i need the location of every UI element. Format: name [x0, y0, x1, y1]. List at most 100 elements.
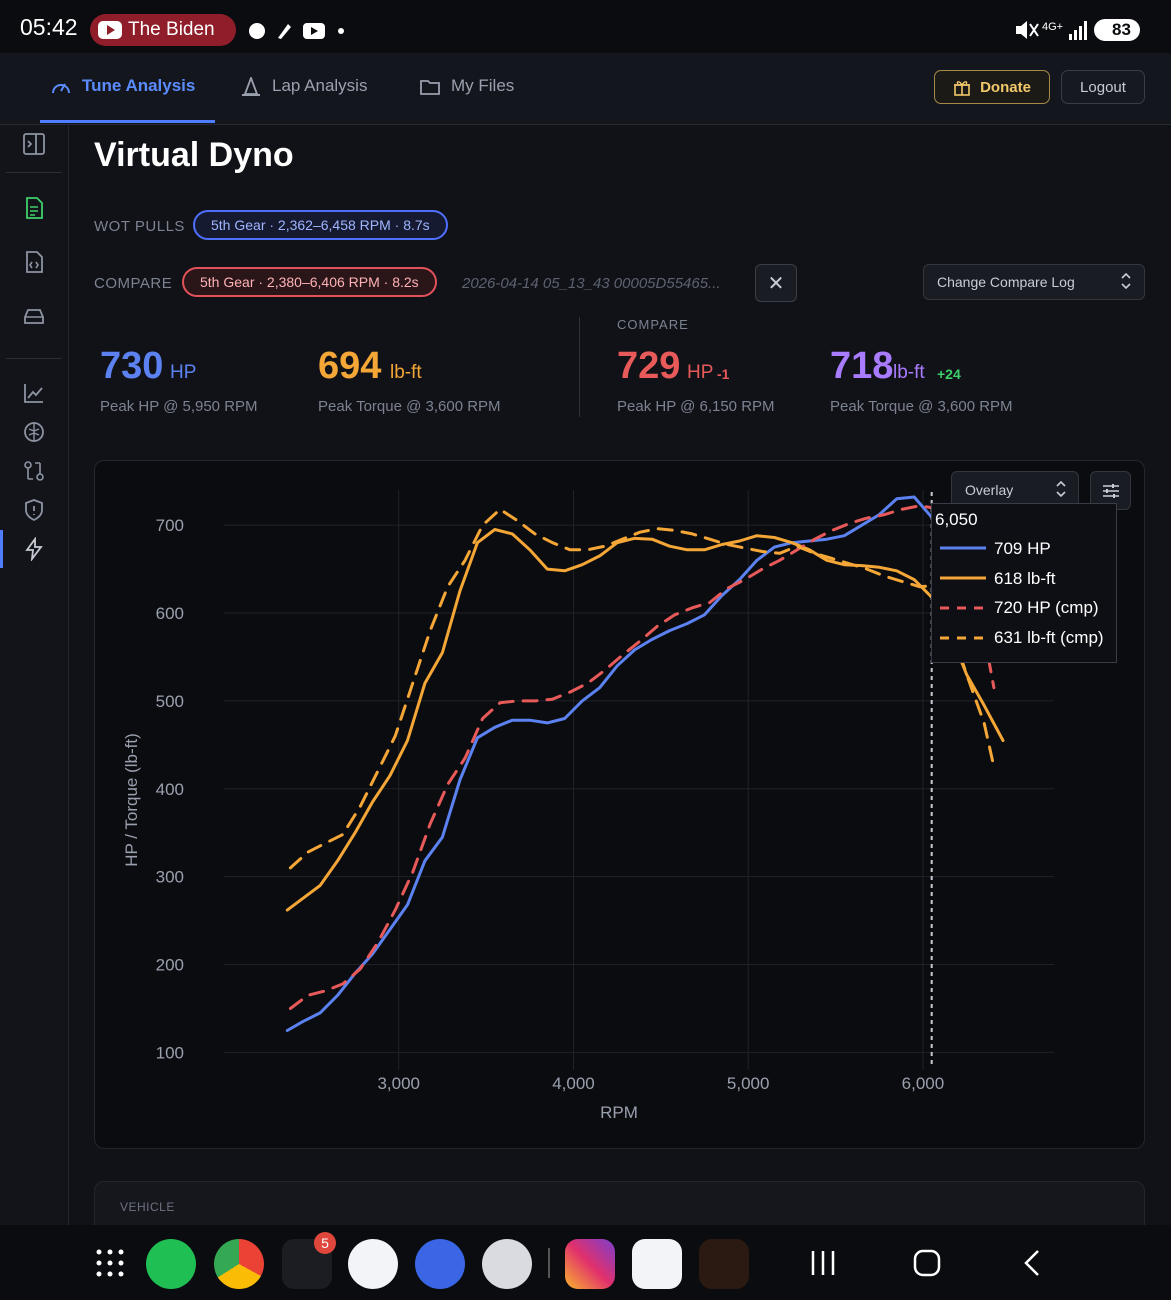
tab-tune-analysis[interactable]: Tune Analysis: [82, 76, 196, 95]
tooltip-row-hp-cmp: 720 HP (cmp): [994, 598, 1099, 617]
y-tick-label: 400: [156, 780, 184, 799]
peak-torque-unit: lb-ft: [390, 362, 422, 383]
chrome-app-icon[interactable]: [214, 1239, 264, 1289]
y-tick-label: 600: [156, 604, 184, 623]
compare-peak-torque-value: 718: [830, 345, 894, 387]
compare-hp-delta: -1: [717, 366, 730, 382]
series-line-hp: [285, 495, 1005, 1032]
compare-pull-chip[interactable]: 5th Gear · 2,380–6,406 RPM · 8.2s: [182, 267, 437, 297]
tooltip-row-torque-cmp: 631 lb-ft (cmp): [994, 628, 1104, 647]
peak-hp-caption: Peak HP @ 5,950 RPM: [100, 398, 258, 415]
svg-text:4G+: 4G+: [1042, 21, 1063, 33]
folder-open-icon: [420, 80, 440, 95]
sidebar: [0, 125, 69, 1225]
chart-mode-select[interactable]: Overlay: [951, 471, 1079, 508]
peak-torque-value: 694: [318, 345, 382, 387]
chart-tooltip: [931, 503, 1117, 663]
sidebar-divider: [6, 172, 62, 173]
compare-label: COMPARE: [94, 275, 173, 292]
status-time: 05:42: [20, 14, 78, 40]
change-compare-log-select[interactable]: Change Compare Log: [923, 264, 1145, 300]
peak-torque-caption: Peak Torque @ 3,600 RPM: [318, 398, 501, 415]
dock-divider: [548, 1248, 550, 1278]
tooltip-row-hp: 709 HP: [994, 539, 1051, 558]
lightning-icon[interactable]: [22, 537, 46, 561]
tooltip-legend-swatches: [940, 546, 986, 640]
compare-peak-hp-value: 729: [617, 345, 681, 387]
signal-icons: 4G+: [1016, 21, 1087, 40]
car-icon[interactable]: [22, 304, 46, 328]
series-line-lb-ft: [285, 528, 1005, 912]
x-tick-label: 5,000: [727, 1074, 770, 1093]
dyno-chart[interactable]: 100 200 300 400 500 600 700 3,000 4,000 5,000 6,00…: [94, 460, 1145, 1149]
donate-label: Donate: [980, 78, 1031, 96]
battery-level: 83: [1112, 20, 1131, 39]
series-line-hp-cmp-: [288, 504, 996, 1010]
x-tick-label: 6,000: [902, 1074, 945, 1093]
sidebar-active-indicator: [0, 530, 3, 568]
tooltip-row-torque: 618 lb-ft: [994, 569, 1056, 588]
notification-text: The Biden: [128, 19, 215, 40]
active-tab-indicator: [40, 120, 215, 123]
wot-pull-chip[interactable]: 5th Gear · 2,362–6,458 RPM · 8.7s: [193, 210, 448, 240]
document-icon[interactable]: [22, 196, 46, 220]
instagram-app-icon[interactable]: [565, 1239, 615, 1289]
sliders-icon: [1102, 483, 1119, 498]
tab-my-files[interactable]: My Files: [451, 76, 515, 95]
phone-app-icon[interactable]: [146, 1239, 196, 1289]
compare-icon[interactable]: [22, 459, 46, 483]
chevron-updown-icon: [1056, 480, 1066, 498]
notification-icons: [249, 23, 344, 39]
page-title: Virtual Dyno: [94, 136, 294, 174]
tab-lap-analysis[interactable]: Lap Analysis: [272, 76, 368, 95]
compare-peak-hp-caption: Peak HP @ 6,150 RPM: [617, 398, 775, 415]
messages-app-icon[interactable]: [348, 1239, 398, 1289]
y-axis-label: HP / Torque (lb-ft): [122, 733, 141, 867]
wot-pulls-label: WOT PULLS: [94, 218, 185, 235]
y-tick-label: 200: [156, 956, 184, 975]
tooltip-rpm: 6,050: [935, 510, 978, 529]
traffic-cone-icon: [242, 77, 260, 96]
recents-key-icon[interactable]: [808, 1249, 838, 1277]
sidebar-toggle-icon[interactable]: [22, 132, 46, 156]
y-tick-label: 700: [156, 516, 184, 535]
y-tick-label: 500: [156, 692, 184, 711]
y-tick-label: 300: [156, 868, 184, 887]
battery-icon: [1094, 19, 1140, 41]
compare-peak-torque-caption: Peak Torque @ 3,600 RPM: [830, 398, 1013, 415]
gmail-app-icon[interactable]: [632, 1239, 682, 1289]
line-chart-icon[interactable]: [22, 381, 46, 405]
brain-icon[interactable]: [22, 420, 46, 444]
home-key-icon[interactable]: [912, 1248, 942, 1278]
stats-divider: [579, 317, 580, 417]
app-drawer-icon[interactable]: [95, 1248, 125, 1278]
signal-app-icon[interactable]: [415, 1239, 465, 1289]
y-tick-label: 100: [156, 1043, 184, 1062]
back-key-icon[interactable]: [1020, 1248, 1044, 1278]
x-tick-label: 3,000: [377, 1074, 420, 1093]
compare-torque-delta: +24: [937, 366, 961, 382]
compare-peak-hp-unit: HP: [687, 362, 714, 383]
car-app-icon[interactable]: [699, 1239, 749, 1289]
camera-app-icon[interactable]: [482, 1239, 532, 1289]
peak-hp-value: 730: [100, 345, 164, 387]
gauge-icon: [52, 83, 70, 94]
remove-compare-button[interactable]: ✕: [755, 264, 797, 302]
shield-icon[interactable]: [22, 498, 46, 522]
compare-peak-torque-unit: lb-ft: [893, 362, 925, 383]
x-tick-label: 4,000: [552, 1074, 595, 1093]
series-line-lb-ft-cmp-: [288, 507, 996, 870]
vehicle-section-label: VEHICLE: [120, 1200, 175, 1214]
code-file-icon[interactable]: [22, 250, 46, 274]
logout-button[interactable]: Logout: [1061, 70, 1145, 104]
gift-icon: [954, 81, 971, 96]
compare-stats-label: COMPARE: [617, 317, 689, 332]
close-icon: ✕: [767, 272, 785, 295]
sidebar-divider: [6, 358, 62, 359]
chevron-updown-icon: [1121, 272, 1131, 290]
peak-hp-unit: HP: [170, 362, 197, 383]
notification-badge: 5: [314, 1232, 336, 1254]
youtube-icon: [98, 21, 122, 39]
x-axis-label: RPM: [600, 1103, 638, 1122]
donate-button[interactable]: Donate: [934, 70, 1050, 104]
